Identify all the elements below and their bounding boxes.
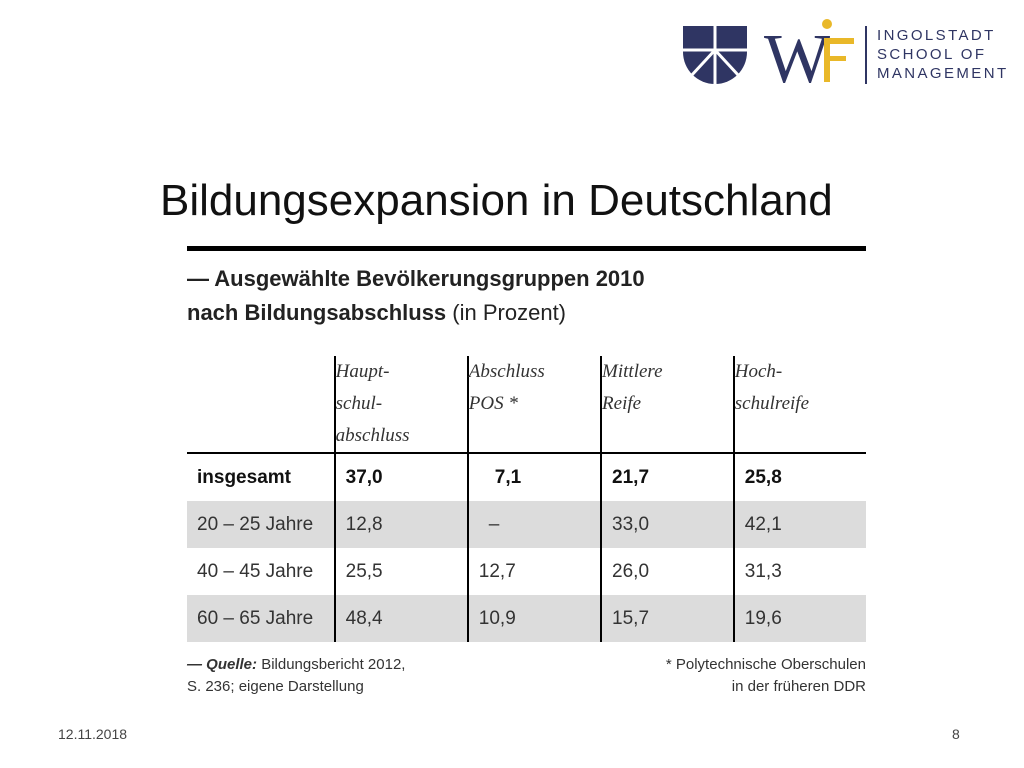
table-cell: 26,0 xyxy=(600,548,734,595)
source-prefix: — Quelle: xyxy=(187,656,258,673)
table-header-row: Haupt- schul- abschluss Abschluss POS * … xyxy=(187,356,866,454)
header-mittlere-reife: Mittlere Reife xyxy=(600,356,734,454)
table-cell: 33,0 xyxy=(600,501,734,548)
caption-line-2: nach Bildungsabschluss (in Prozent) xyxy=(187,296,645,330)
table-cell: – xyxy=(466,501,602,548)
slide-date: 12.11.2018 xyxy=(58,726,128,742)
table-row: 20 – 25 Jahre 12,8 – 33,0 42,1 xyxy=(187,501,866,548)
table-row: insgesamt 37,0 7,1 21,7 25,8 xyxy=(187,453,866,501)
source-line-2: S. 236; eigene Darstellung xyxy=(187,678,364,695)
table-cell: 19,6 xyxy=(732,595,866,642)
table-cell: 12,7 xyxy=(466,548,602,595)
pos-footnote: * Polytechnische Oberschulen in der früh… xyxy=(620,654,866,698)
wf-logo-mark: W xyxy=(764,19,854,88)
row-label: insgesamt xyxy=(197,466,291,488)
logo-line-3: MANAGEMENT xyxy=(877,65,1009,82)
title-underline xyxy=(187,246,866,251)
row-label: 60 – 65 Jahre xyxy=(187,595,335,642)
caption-line-2-normal: (in Prozent) xyxy=(452,300,567,325)
table-cell: 7,1 xyxy=(466,453,602,501)
svg-text:W: W xyxy=(764,21,830,88)
source-text: Bildungsbericht 2012, xyxy=(261,656,406,673)
logo-text: INGOLSTADT SCHOOL OF MANAGEMENT xyxy=(877,26,1007,83)
table-cell: 15,7 xyxy=(600,595,734,642)
source-footnote: — Quelle: Bildungsbericht 2012, S. 236; … xyxy=(187,654,405,698)
education-table: Haupt- schul- abschluss Abschluss POS * … xyxy=(187,356,866,642)
table-cell: 12,8 xyxy=(333,501,468,548)
table-cell: 37,0 xyxy=(333,453,468,501)
logo-line-2: SCHOOL OF xyxy=(877,46,987,63)
header-empty-cell xyxy=(187,356,335,454)
table-row: 60 – 65 Jahre 48,4 10,9 15,7 19,6 xyxy=(187,595,866,642)
table-cell: 25,5 xyxy=(333,548,468,595)
caption-line-1: — Ausgewählte Bevölkerungsgruppen 2010 xyxy=(187,266,645,291)
table-caption: — Ausgewählte Bevölkerungsgruppen 2010 n… xyxy=(187,262,645,330)
note-line-2: in der früheren DDR xyxy=(731,678,866,695)
header-hauptschulabschluss: Haupt- schul- abschluss xyxy=(333,356,468,454)
slide-page-number: 8 xyxy=(952,726,960,742)
logo-line-1: INGOLSTADT xyxy=(877,27,996,44)
row-label: 40 – 45 Jahre xyxy=(197,560,314,582)
table-cell: 10,9 xyxy=(466,595,602,642)
row-label: 20 – 25 Jahre xyxy=(187,501,335,548)
table-cell: 48,4 xyxy=(333,595,468,642)
table-cell: 25,8 xyxy=(732,453,866,501)
logo-divider xyxy=(865,26,867,84)
table-cell: 42,1 xyxy=(732,501,866,548)
slide-title: Bildungsexpansion in Deutschland xyxy=(160,176,833,225)
note-line-1: * Polytechnische Oberschulen xyxy=(665,656,866,673)
table-cell: 31,3 xyxy=(732,548,866,595)
table-row: 40 – 45 Jahre 25,5 12,7 26,0 31,3 xyxy=(187,548,866,595)
header-abschluss-pos: Abschluss POS * xyxy=(466,356,602,454)
table-cell: 21,7 xyxy=(600,453,734,501)
school-shield-logo xyxy=(683,26,747,86)
header-hochschulreife: Hoch- schulreife xyxy=(732,356,866,454)
caption-line-2-bold: nach Bildungsabschluss xyxy=(187,300,447,325)
